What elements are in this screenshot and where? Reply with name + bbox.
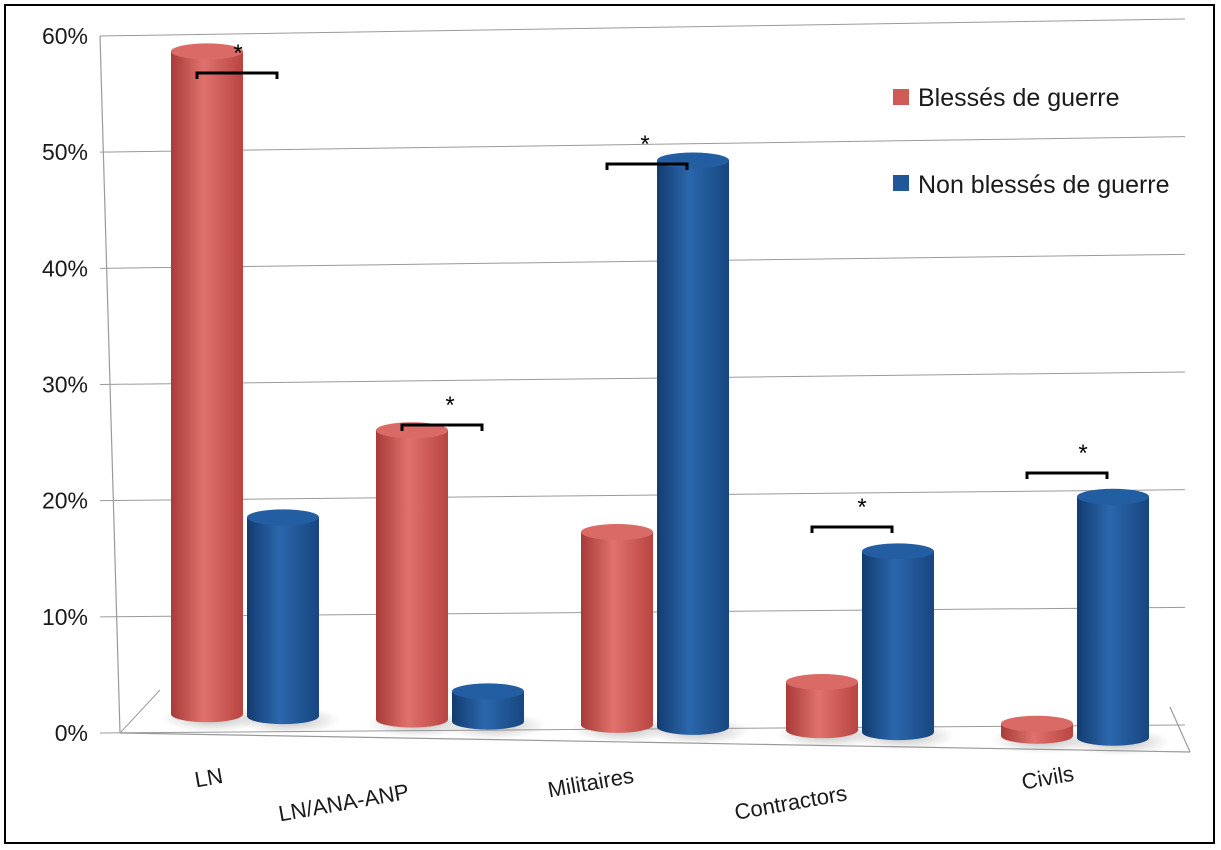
bar-group: [161, 43, 1171, 756]
category-label: Militaires: [546, 763, 636, 803]
y-axis-ticks: 0% 10% 20% 30% 40% 50% 60%: [42, 23, 88, 746]
y-tick-label: 30%: [42, 372, 88, 398]
significance-star: *: [1078, 440, 1087, 467]
gridline: [99, 18, 1186, 37]
legend-swatch-non-blesses: [893, 175, 909, 191]
legend-label-non-blesses: Non blessés de guerre: [918, 171, 1170, 199]
legend-label-blesses: Blessés de guerre: [918, 84, 1120, 112]
bar: [991, 715, 1095, 754]
significance-bracket: [195, 71, 279, 79]
significance-star: *: [857, 494, 866, 521]
floor-right-edge: [1169, 706, 1191, 753]
gridline: [99, 489, 1186, 502]
floor-back-edge: [119, 689, 161, 734]
y-tick-label: 20%: [42, 488, 88, 514]
bar: [1067, 488, 1171, 756]
gridline: [99, 371, 1186, 385]
category-label: LN: [193, 763, 225, 793]
x-axis-labels: LN LN/ANA-ANP Militaires Contractors Civils: [193, 761, 1076, 827]
significance-bracket: [810, 525, 894, 533]
significance-star: *: [445, 392, 454, 419]
bar: [366, 422, 470, 738]
bar: [852, 543, 956, 751]
significance-bracket: [1025, 471, 1109, 479]
gridline: [99, 253, 1186, 269]
significance-brackets: * * * * *: [195, 40, 1109, 533]
legend: Blessés de guerre Non blessés de guerre: [893, 84, 1170, 199]
category-label: Contractors: [733, 780, 849, 824]
category-label: Civils: [1020, 761, 1076, 795]
bar: [442, 683, 546, 740]
bar: [647, 152, 751, 745]
bar: [776, 673, 880, 749]
y-tick-label: 0%: [55, 720, 88, 746]
bar: [161, 43, 265, 733]
bar: [571, 524, 675, 743]
y-tick-label: 40%: [42, 255, 88, 281]
significance-star: *: [640, 131, 649, 158]
bar: [237, 509, 341, 735]
category-label: LN/ANA-ANP: [277, 779, 411, 827]
significance-bracket: [605, 162, 689, 170]
y-tick-label: 50%: [42, 139, 88, 165]
legend-swatch-blesses: [893, 89, 909, 105]
gridline: [99, 136, 1186, 153]
significance-bracket: [400, 423, 484, 431]
floor-left-edge: [99, 35, 121, 734]
significance-star: *: [233, 40, 242, 67]
y-tick-label: 10%: [42, 604, 88, 630]
y-tick-label: 60%: [42, 23, 88, 49]
